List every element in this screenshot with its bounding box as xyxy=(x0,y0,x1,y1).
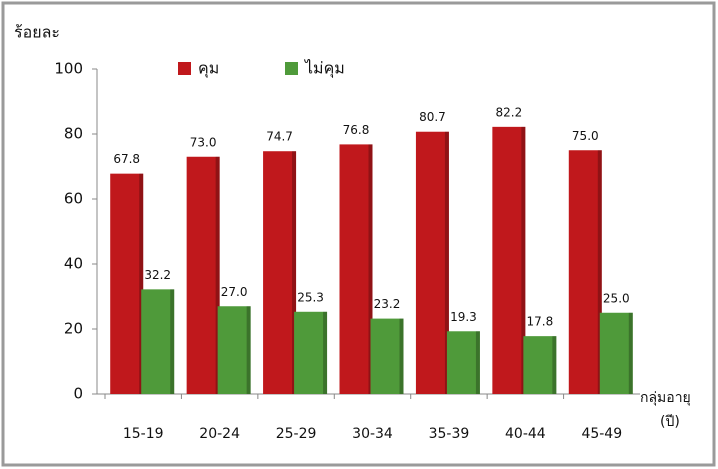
value-label: 23.2 xyxy=(374,297,401,311)
bar-side xyxy=(323,311,328,394)
x-tick-label: 25-29 xyxy=(276,426,317,442)
value-label: 82.2 xyxy=(495,105,522,119)
bar xyxy=(568,150,602,394)
bar xyxy=(110,173,144,394)
bar xyxy=(339,144,373,394)
value-label: 76.8 xyxy=(343,123,370,137)
bar xyxy=(141,289,175,394)
bar xyxy=(492,126,526,394)
x-axis-label: (ปี) xyxy=(660,414,680,430)
bar-side xyxy=(139,173,144,394)
bar-side xyxy=(246,306,251,394)
value-label: 75.0 xyxy=(572,129,599,143)
bar xyxy=(415,131,449,394)
bar-side xyxy=(292,151,297,394)
y-tick-label: 80 xyxy=(64,125,83,143)
x-tick-label: 15-19 xyxy=(123,426,164,442)
bar xyxy=(263,151,297,394)
bar xyxy=(599,312,633,394)
x-tick-label: 20-24 xyxy=(199,426,240,442)
bar-side xyxy=(475,331,480,394)
y-tick-label: 100 xyxy=(54,60,83,78)
value-label: 25.0 xyxy=(603,291,630,305)
x-axis-label: กลุ่มอายุ xyxy=(640,390,691,406)
bar-side xyxy=(552,336,557,394)
x-tick-label: 35-39 xyxy=(429,426,470,442)
y-tick-label: 0 xyxy=(73,385,83,403)
legend-swatch xyxy=(178,62,191,75)
bar-side xyxy=(368,144,373,394)
value-label: 25.3 xyxy=(297,290,324,304)
legend-swatch xyxy=(285,62,298,75)
value-label: 32.2 xyxy=(144,268,171,282)
bar-side xyxy=(444,131,449,394)
bar xyxy=(523,336,557,394)
bar xyxy=(186,156,220,394)
legend-label: คุม xyxy=(198,59,219,79)
x-tick-label: 40-44 xyxy=(505,426,546,442)
value-label: 80.7 xyxy=(419,110,446,124)
bar-side xyxy=(597,150,602,394)
y-axis-label: ร้อยละ xyxy=(14,23,60,42)
x-tick-label: 30-34 xyxy=(352,426,393,442)
y-tick-label: 40 xyxy=(64,255,83,273)
bar-side xyxy=(521,126,526,394)
bar-side xyxy=(628,312,633,394)
value-label: 19.3 xyxy=(450,310,477,324)
value-label: 74.7 xyxy=(266,130,293,144)
value-label: 27.0 xyxy=(221,285,248,299)
value-label: 17.8 xyxy=(526,315,553,329)
bar-side xyxy=(170,289,175,394)
y-tick-label: 60 xyxy=(64,190,83,208)
legend-label: ไม่คุม xyxy=(303,59,345,79)
bar xyxy=(446,331,480,394)
value-label: 67.8 xyxy=(113,152,140,166)
bar-side xyxy=(399,318,404,394)
bar xyxy=(370,318,404,394)
y-tick-label: 20 xyxy=(64,320,83,338)
value-label: 73.0 xyxy=(190,135,217,149)
x-tick-label: 45-49 xyxy=(581,426,622,442)
bar xyxy=(217,306,251,394)
bar-side xyxy=(215,156,220,394)
bar xyxy=(294,311,328,394)
